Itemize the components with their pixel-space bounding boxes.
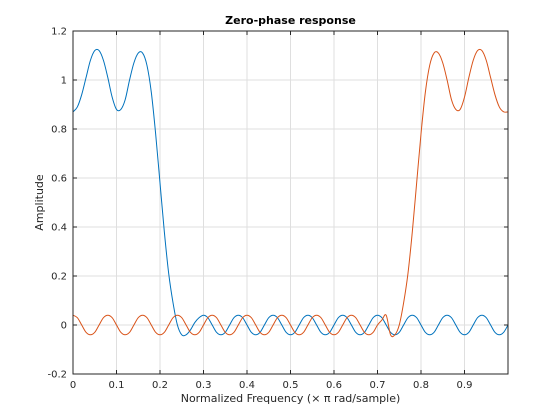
- y-tick-label: 0: [61, 321, 67, 332]
- y-tick-label: 0.2: [51, 272, 67, 283]
- axis-ticks: [72, 30, 508, 375]
- y-tick-label: 1: [61, 76, 67, 87]
- x-tick-label: 0.3: [196, 380, 212, 391]
- y-tick-label: 0.4: [51, 223, 67, 234]
- x-tick-label: 0.8: [413, 380, 429, 391]
- series-layer: [72, 48, 509, 338]
- y-tick-label: 1.2: [51, 27, 67, 38]
- y-axis-label: Amplitude: [33, 174, 46, 231]
- x-tick-label: 0.1: [109, 380, 125, 391]
- y-tick-label: 0.6: [51, 174, 67, 185]
- x-tick-label: 0.9: [457, 380, 473, 391]
- y-tick-label: 0.8: [51, 125, 67, 136]
- chart-title: Zero-phase response: [225, 14, 356, 27]
- x-tick-label: 0.2: [152, 380, 168, 391]
- x-axis-label: Normalized Frequency (× π rad/sample): [181, 392, 401, 405]
- series-line-1: [72, 48, 509, 337]
- x-tick-label: 0.4: [239, 380, 255, 391]
- y-tick-labels: -0.2 0 0.2 0.4 0.6 0.8 1 1.2: [47, 27, 67, 381]
- x-tick-label: 0.5: [283, 380, 299, 391]
- y-tick-label: -0.2: [47, 370, 67, 381]
- x-tick-label: 0.6: [326, 380, 342, 391]
- x-tick-labels: 0 0.1 0.2 0.3 0.4 0.5 0.6 0.7 0.8 0.9: [70, 380, 473, 391]
- series-line-2: [72, 48, 509, 338]
- x-tick-label: 0.7: [370, 380, 386, 391]
- x-tick-label: 0: [70, 380, 76, 391]
- grid-lines: [73, 31, 508, 374]
